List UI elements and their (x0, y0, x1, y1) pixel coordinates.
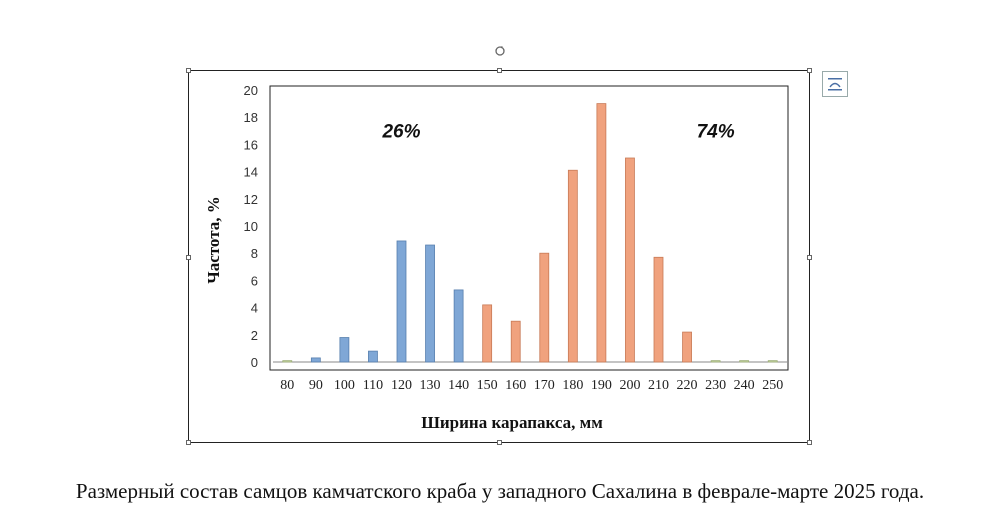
rotate-handle-icon[interactable] (494, 44, 506, 56)
chart: 0 2 4 6 8 10 12 14 16 18 20 80 90 100 110 120 130 140 150… (204, 83, 789, 432)
resize-handle-top-left[interactable] (186, 68, 191, 73)
bar-180 (567, 169, 578, 363)
layout-options-icon[interactable] (822, 71, 848, 97)
bar-240 (739, 360, 750, 363)
bar-230 (710, 360, 721, 363)
resize-handle-top-right[interactable] (807, 68, 812, 73)
bar-130 (425, 244, 435, 363)
x-tick-label: 150 (477, 378, 498, 393)
bar-140 (453, 289, 464, 363)
y-axis-label: Частота, % (204, 196, 223, 283)
bar-110 (368, 350, 378, 363)
bar-100 (339, 337, 350, 363)
bar-150 (482, 304, 493, 363)
x-tick-label: 110 (363, 378, 383, 393)
resize-handle-bottom[interactable] (497, 440, 502, 445)
x-tick-label: 140 (448, 378, 469, 393)
resize-handle-top[interactable] (497, 68, 502, 73)
resize-handle-bottom-right[interactable] (807, 440, 812, 445)
x-tick-label: 170 (534, 378, 555, 393)
bar-120 (396, 240, 407, 363)
y-tick-label: 18 (244, 110, 258, 125)
x-tick-labels: 80 90 100 110 120 130 140 150 160 170 180 190 200 210… (280, 378, 783, 393)
y-tick-label: 14 (244, 165, 258, 180)
x-tick-label: 240 (734, 378, 755, 393)
y-tick-label: 8 (251, 246, 258, 261)
y-tick-labels: 0 2 4 6 8 10 12 14 16 18 20 (244, 83, 258, 370)
y-tick-label: 2 (251, 328, 258, 343)
bars (282, 103, 778, 363)
y-tick-label: 10 (244, 219, 258, 234)
plot-area (269, 85, 789, 371)
bar-190 (596, 103, 607, 363)
bar-200 (625, 157, 635, 363)
y-tick-label: 16 (244, 137, 258, 152)
resize-handle-right[interactable] (807, 255, 812, 260)
percent-annotation: 74% (697, 122, 735, 143)
figure-caption: Размерный состав самцов камчатского краб… (75, 479, 925, 503)
x-tick-label: 210 (648, 378, 669, 393)
x-tick-label: 100 (334, 378, 355, 393)
x-axis-label: Ширина карапакса, мм (421, 413, 603, 432)
x-tick-label: 80 (280, 378, 294, 393)
bar-250 (767, 360, 778, 363)
resize-handle-left[interactable] (186, 255, 191, 260)
x-tick-label: 130 (420, 378, 441, 393)
y-tick-label: 4 (251, 301, 258, 316)
chart-frame[interactable] (186, 68, 812, 445)
bar-80 (282, 360, 293, 363)
y-tick-label: 20 (244, 83, 258, 98)
x-tick-label: 90 (309, 378, 323, 393)
bar-170 (539, 252, 550, 363)
percent-annotation: 26% (381, 122, 420, 143)
y-tick-label: 6 (251, 273, 258, 288)
x-tick-label: 120 (391, 378, 412, 393)
bar-220 (682, 331, 692, 363)
y-tick-label: 0 (251, 355, 258, 370)
x-tick-label: 220 (677, 378, 698, 393)
x-tick-label: 250 (762, 378, 783, 393)
x-tick-label: 230 (705, 378, 726, 393)
resize-handle-bottom-left[interactable] (186, 440, 191, 445)
bar-160 (510, 320, 521, 363)
bar-210 (653, 256, 664, 363)
x-tick-label: 190 (591, 378, 612, 393)
x-tick-label: 200 (619, 378, 640, 393)
x-tick-label: 180 (562, 378, 583, 393)
annotations: 26% 74% (381, 122, 734, 143)
y-tick-label: 12 (244, 192, 258, 207)
bar-90 (310, 357, 321, 363)
x-tick-label: 160 (505, 378, 526, 393)
